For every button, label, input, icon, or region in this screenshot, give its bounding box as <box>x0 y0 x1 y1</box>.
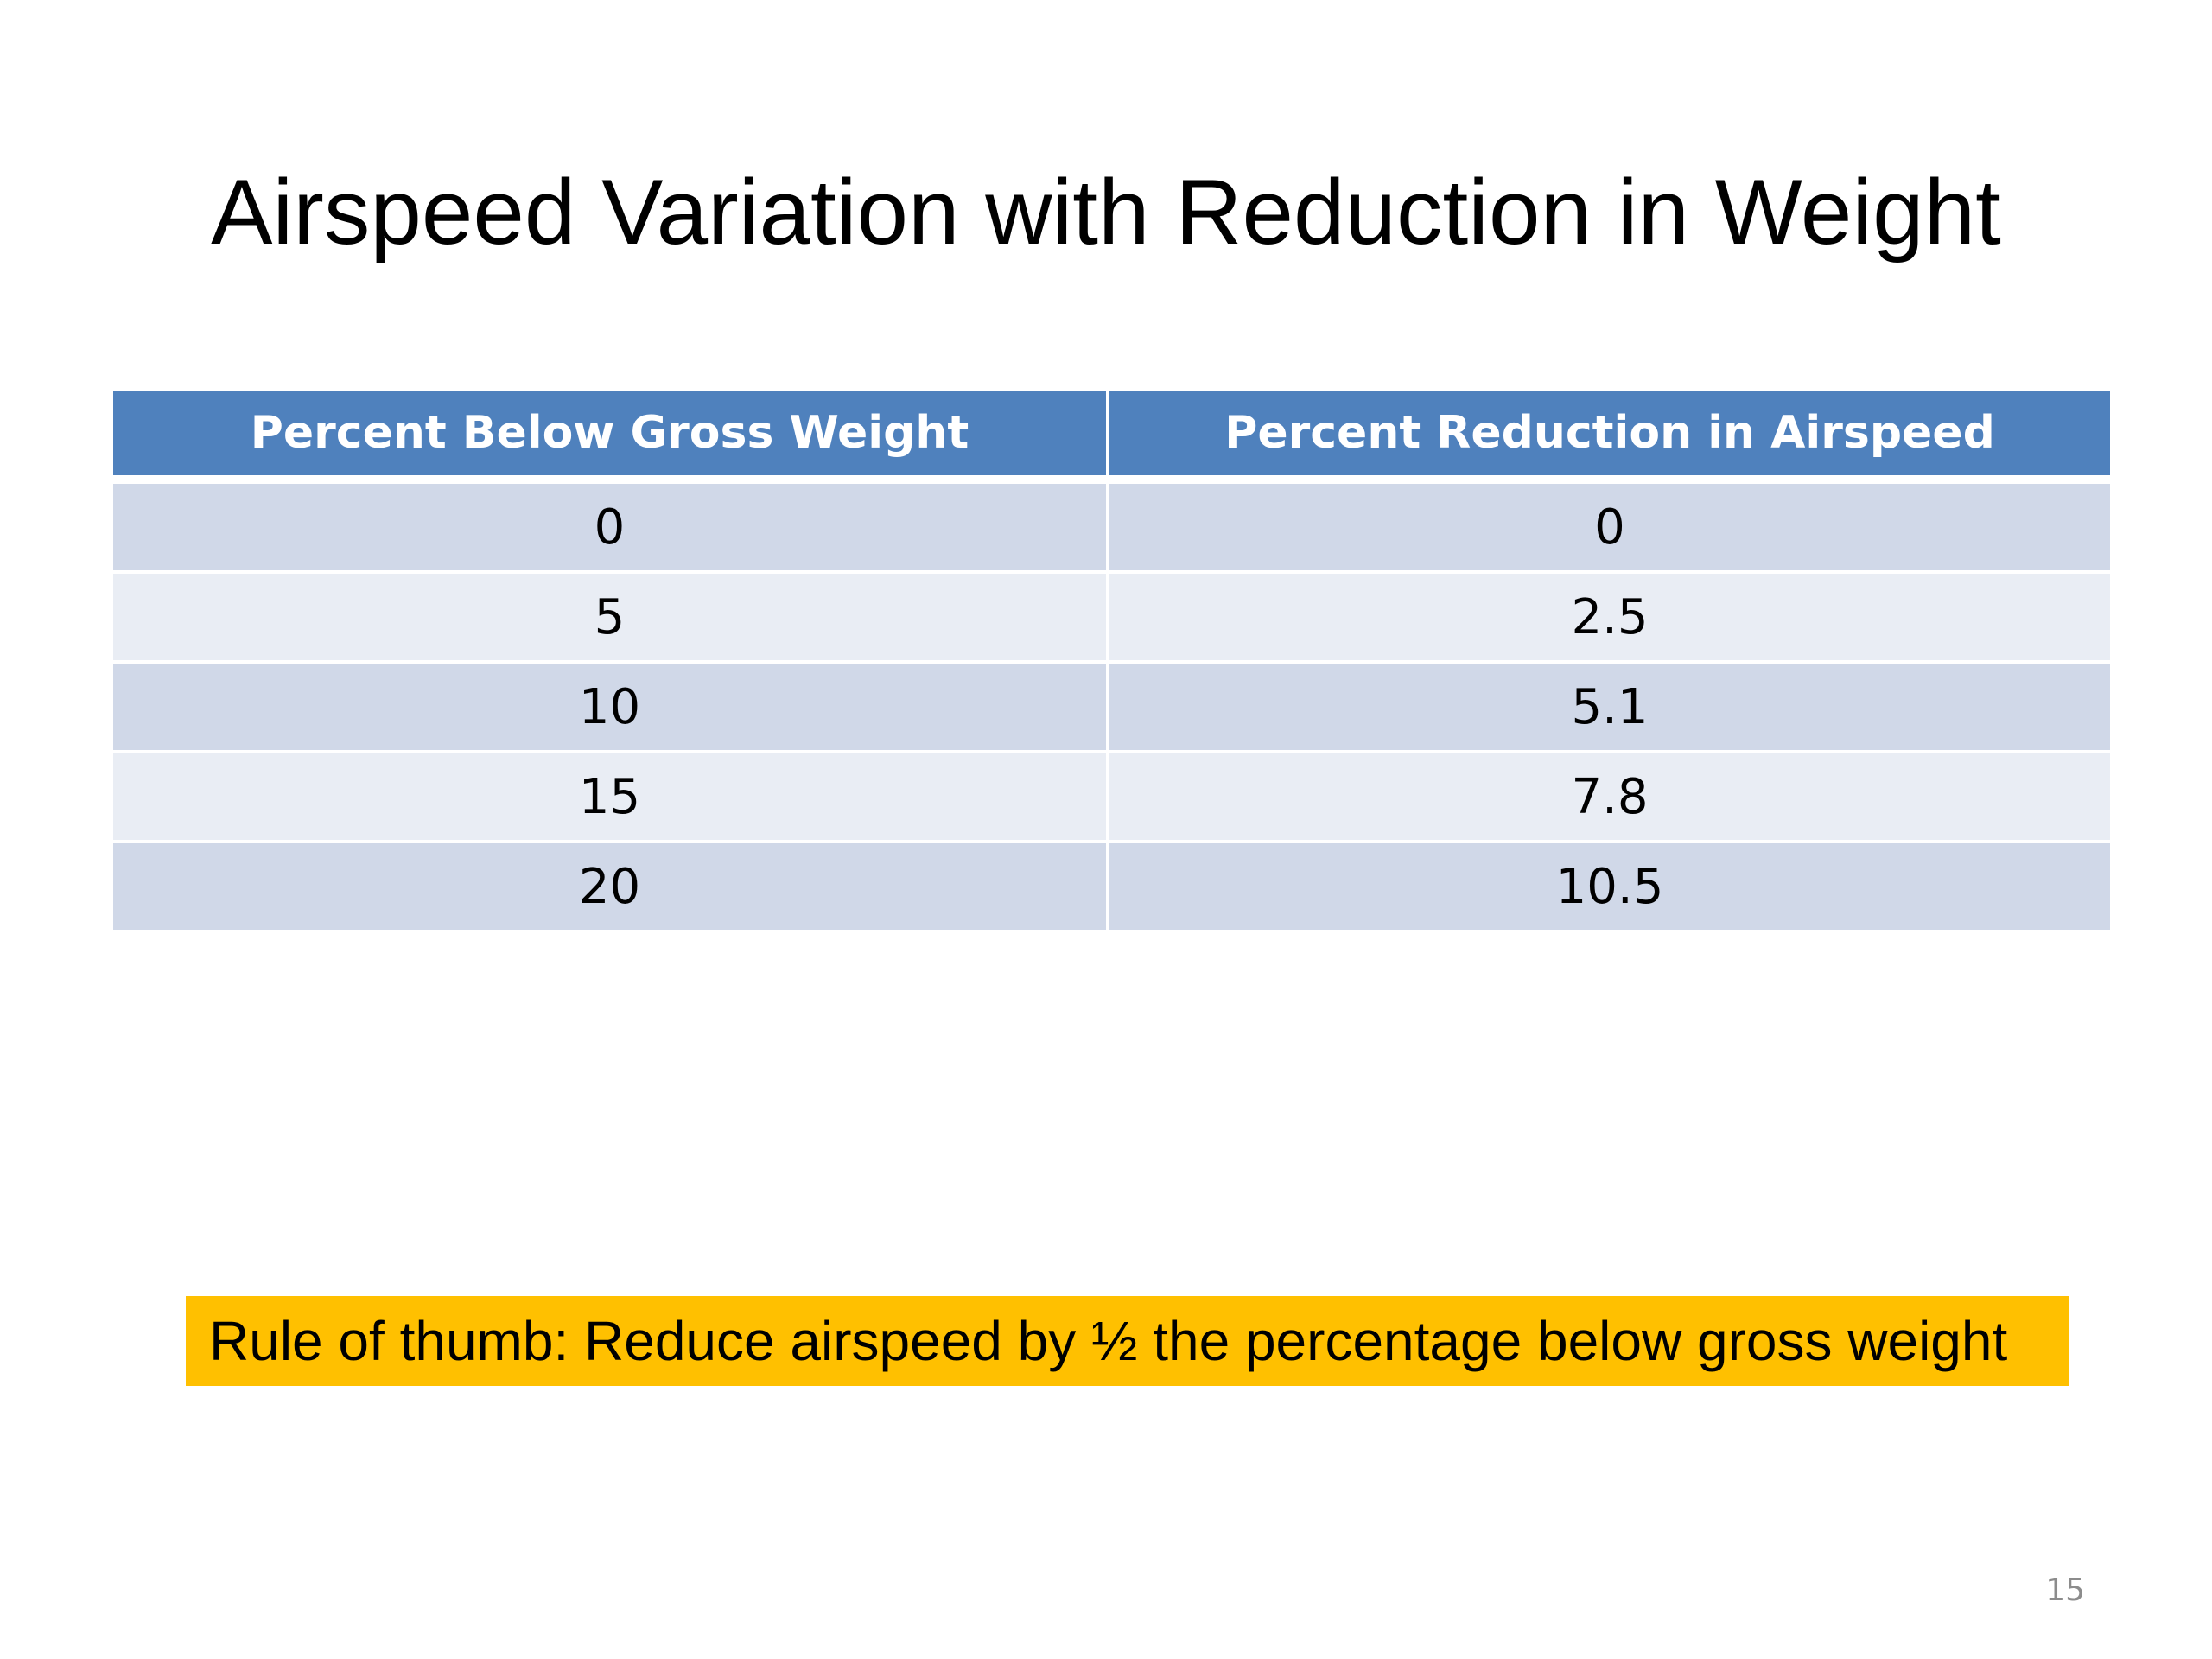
airspeed-cell: 5.1 <box>1109 664 2110 753</box>
table-row: 5 2.5 <box>113 574 2110 664</box>
weight-cell: 5 <box>113 574 1109 664</box>
table-row: 15 7.8 <box>113 753 2110 843</box>
airspeed-cell: 0 <box>1109 484 2110 574</box>
airspeed-cell: 2.5 <box>1109 574 2110 664</box>
slide-title: Airspeed Variation with Reduction in Wei… <box>211 160 2001 264</box>
weight-cell: 10 <box>113 664 1109 753</box>
callout-text: Rule of thumb: Reduce airspeed by ½ the … <box>209 1310 2008 1372</box>
page-number: 15 <box>2045 1573 2085 1608</box>
airspeed-cell: 7.8 <box>1109 753 2110 843</box>
weight-cell: 0 <box>113 484 1109 574</box>
column-header-airspeed: Percent Reduction in Airspeed <box>1109 391 2110 484</box>
table-row: 10 5.1 <box>113 664 2110 753</box>
weight-cell: 20 <box>113 843 1109 930</box>
weight-airspeed-table: Percent Below Gross Weight Percent Reduc… <box>113 391 2110 930</box>
rule-of-thumb-callout: Rule of thumb: Reduce airspeed by ½ the … <box>186 1296 2069 1386</box>
airspeed-cell: 10.5 <box>1109 843 2110 930</box>
table-row: 0 0 <box>113 484 2110 574</box>
column-header-weight: Percent Below Gross Weight <box>113 391 1109 484</box>
table-row: 20 10.5 <box>113 843 2110 930</box>
weight-cell: 15 <box>113 753 1109 843</box>
table-header-row: Percent Below Gross Weight Percent Reduc… <box>113 391 2110 484</box>
